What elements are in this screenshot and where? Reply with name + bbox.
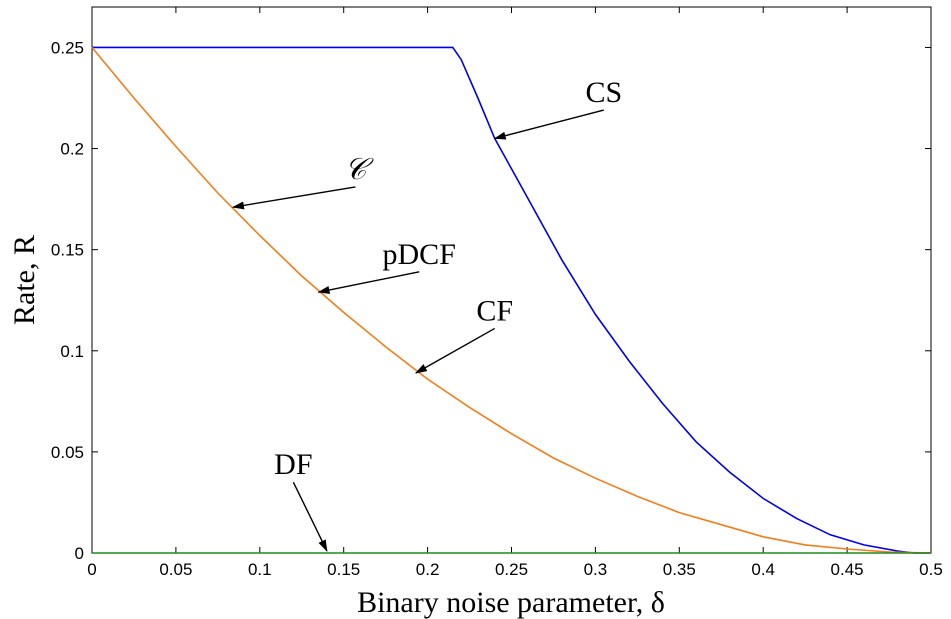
- y-tick-label: 0.15: [51, 241, 84, 260]
- annotation-label: CS: [585, 76, 622, 109]
- x-tick-label: 0: [87, 560, 96, 579]
- x-tick-label: 0.2: [416, 560, 440, 579]
- annotation-arrow: [414, 327, 496, 374]
- x-tick-label: 0.05: [159, 560, 192, 579]
- y-tick-label: 0.2: [60, 140, 84, 159]
- annotation-arrow: [493, 109, 604, 140]
- y-axis-label: Rate, R: [8, 235, 41, 325]
- x-tick-label: 0.1: [248, 560, 272, 579]
- y-ticks: 0 0.05 0.1 0.15 0.2 0.25: [51, 38, 931, 563]
- x-tick-label: 0.25: [495, 560, 528, 579]
- annotation-arrow: [317, 271, 420, 294]
- x-tick-label: 0.5: [919, 560, 943, 579]
- plot-area: [91, 6, 932, 554]
- x-tick-label: 0.45: [831, 560, 864, 579]
- x-tick-label: 0.15: [327, 560, 360, 579]
- series-line-1: [91, 46, 932, 554]
- series-line-0: [92, 46, 931, 554]
- annotation-arrow: [292, 481, 328, 552]
- y-tick-label: 0.05: [51, 443, 84, 462]
- x-tick-label: 0.35: [663, 560, 696, 579]
- annotation-label: CF: [476, 294, 513, 327]
- x-tick-label: 0.4: [751, 560, 775, 579]
- annotation-label: pDCF: [383, 238, 456, 271]
- annotation-label: DF: [274, 448, 312, 481]
- x-tick-label: 0.3: [584, 560, 608, 579]
- y-tick-label: 0.1: [60, 342, 84, 361]
- series-layer: [91, 46, 932, 554]
- x-axis-label: Binary noise parameter, δ: [357, 586, 665, 619]
- annotation-arrow: [231, 186, 356, 210]
- x-ticks: 0 0.05 0.1 0.15 0.2 0.25 0.3 0.35 0.4 0.45 0.5: [87, 7, 943, 579]
- y-tick-label: 0: [75, 544, 84, 563]
- y-tick-label: 0.25: [51, 38, 84, 57]
